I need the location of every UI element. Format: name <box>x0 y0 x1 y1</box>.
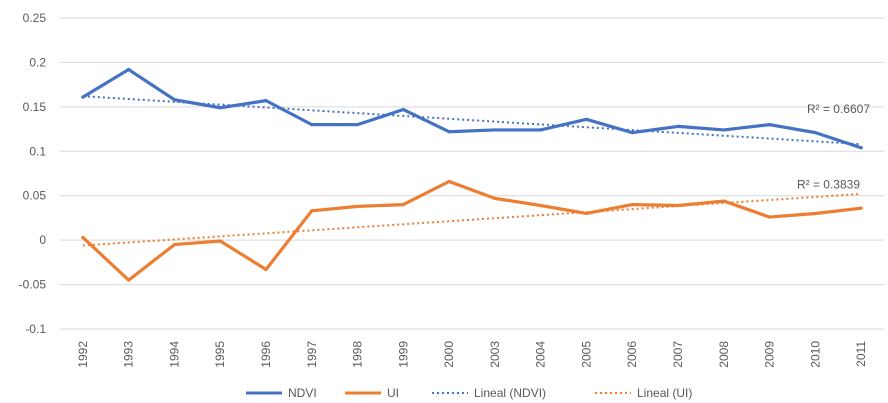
data-point-ndvi <box>310 123 314 127</box>
data-point-ui <box>676 203 680 208</box>
series-line-ui <box>81 179 863 282</box>
data-point-ndvi <box>493 128 497 132</box>
data-point-ui <box>539 203 543 208</box>
y-axis-ticks: 0.25 0.2 0.15 0.1 0.05 0 -0.05 -0.1 <box>19 11 47 336</box>
trendlines <box>82 95 862 247</box>
data-point-ui <box>767 215 772 219</box>
x-tick-label: 2005 <box>579 341 593 368</box>
r-squared-label: R² = 0.3839 <box>797 178 860 192</box>
y-tick-label: 0 <box>39 233 46 247</box>
data-point-ui <box>310 209 314 213</box>
x-tick-label: 1994 <box>167 341 181 368</box>
r-squared-label: R² = 0.6607 <box>807 102 870 116</box>
y-tick-label: 0.1 <box>29 144 46 158</box>
x-tick-label: 2004 <box>534 341 548 368</box>
y-tick-label: 0.2 <box>29 55 46 69</box>
data-point-ndvi <box>584 117 589 121</box>
data-point-ui <box>493 196 497 200</box>
data-point-ndvi <box>676 124 680 129</box>
trendline-ui <box>82 192 862 247</box>
data-point-ui <box>722 199 726 203</box>
x-tick-label: 2008 <box>717 341 731 368</box>
data-point-ui <box>218 239 222 243</box>
legend-label: Lineal (UI) <box>637 386 692 400</box>
r-squared-labels: R² = 0.6607 R² = 0.3839 <box>797 102 870 192</box>
data-point-ndvi <box>813 131 817 135</box>
x-tick-label: 2006 <box>625 341 639 368</box>
legend-label: NDVI <box>288 386 317 400</box>
data-point-ndvi <box>264 99 268 103</box>
x-tick-label: 2009 <box>763 341 777 368</box>
x-tick-label: 2010 <box>808 341 822 368</box>
data-point-ndvi <box>630 131 634 135</box>
y-tick-label: -0.1 <box>25 322 46 336</box>
data-point-ndvi <box>401 107 405 112</box>
legend: NDVI UI Lineal (NDVI) Lineal (UI) <box>246 386 692 400</box>
x-tick-label: 1992 <box>76 341 90 368</box>
y-tick-label: 0.25 <box>23 11 47 25</box>
series-line-ndvi <box>81 67 863 150</box>
data-point-ndvi <box>767 123 772 127</box>
gridlines <box>60 17 884 330</box>
data-point-ui <box>447 179 451 184</box>
data-series <box>81 67 863 282</box>
legend-label: Lineal (NDVI) <box>474 386 546 400</box>
x-tick-label: 2000 <box>442 341 456 368</box>
data-point-ndvi <box>172 98 177 102</box>
x-tick-label: 1999 <box>396 341 410 368</box>
data-point-ndvi <box>355 123 360 127</box>
x-tick-label: 1993 <box>122 341 136 368</box>
data-point-ui <box>630 203 634 207</box>
x-tick-label: 2007 <box>671 341 685 368</box>
data-point-ui <box>172 242 177 247</box>
data-point-ndvi <box>447 130 451 134</box>
data-point-ui <box>81 235 85 240</box>
x-axis-ticks: 1992 1993 1994 1995 1996 1997 1998 1999 2000 2003… <box>76 341 868 368</box>
y-tick-label: 0.15 <box>23 100 47 114</box>
x-tick-label: 1996 <box>259 341 273 368</box>
data-point-ui <box>813 211 817 216</box>
data-point-ndvi <box>859 146 863 150</box>
y-tick-label: 0.05 <box>23 189 47 203</box>
data-point-ui <box>355 204 360 208</box>
data-point-ui <box>859 206 863 210</box>
data-point-ndvi <box>81 95 85 99</box>
legend-label: UI <box>387 386 399 400</box>
x-tick-label: 1995 <box>213 341 227 368</box>
data-point-ndvi <box>722 128 726 132</box>
data-point-ndvi <box>127 67 131 72</box>
y-tick-label: -0.05 <box>19 278 47 292</box>
x-tick-label: 1997 <box>305 341 319 368</box>
x-tick-label: 1998 <box>351 341 365 368</box>
x-tick-label: 2003 <box>488 341 502 368</box>
data-point-ndvi <box>218 106 222 110</box>
data-point-ui <box>401 203 405 207</box>
x-tick-label: 2011 <box>854 341 868 367</box>
data-point-ndvi <box>539 128 543 132</box>
data-point-ui <box>264 267 268 272</box>
data-point-ui <box>584 211 589 216</box>
data-point-ui <box>127 278 131 282</box>
